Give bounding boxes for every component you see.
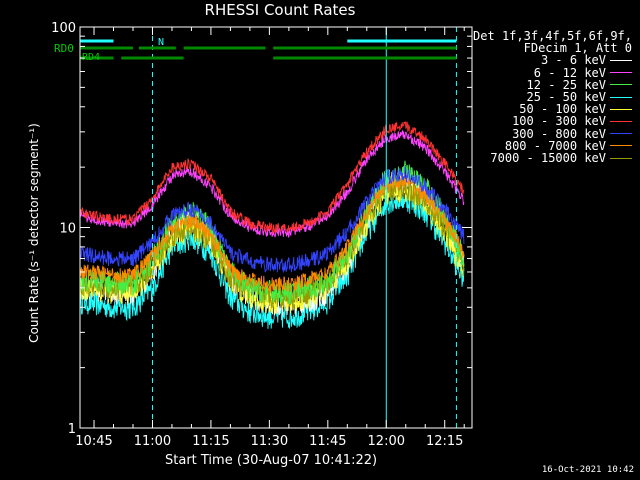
legend-entry-label: 12 - 25 keV [526,77,606,92]
legend-entry: 300 - 800 keV [470,126,632,141]
chart-title: RHESSI Count Rates [204,1,356,19]
legend-swatch [610,84,632,86]
legend-entry: 50 - 100 keV [470,103,632,115]
legend-entry-label: 7000 - 15000 keV [490,150,606,165]
x-tick-label-4: 11:45 [309,434,346,449]
legend-entry: 100 - 300 keV [470,114,632,129]
x-tick-label-6: 12:15 [426,434,463,449]
x-tick-label-2: 11:15 [192,434,229,449]
legend-entry: 12 - 25 keV [470,79,632,91]
legend-entry-label: 50 - 100 keV [519,102,606,117]
x-tick-label-1: 11:00 [134,434,171,449]
legend-swatch [610,60,632,61]
y-tick-label-0: 1 [68,422,76,437]
y-tick-label-2: 100 [51,21,76,36]
legend-entry-label: 25 - 50 keV [526,89,606,104]
x-tick-label-0: 10:45 [75,434,112,449]
legend-entry-label: 800 - 7000 keV [504,138,606,153]
x-axis-label: Start Time (30-Aug-07 10:41:22) [165,453,378,468]
legend-swatch [610,96,632,98]
series-line-25-50-kev [79,188,465,329]
flag-label-rd0: RD0 [54,42,74,55]
legend-header-line-1: Det 1f,3f,4f,5f,6f,9f, [473,29,632,43]
x-tick-label-5: 12:00 [368,434,405,449]
legend-entry-label: 300 - 800 keV [512,126,606,141]
legend-entry: 3 - 6 keV [470,53,632,68]
legend-entry-label: 6 - 12 keV [533,65,606,80]
flag-label-n: N [158,37,164,48]
legend-entry: 7000 - 15000 keV [470,152,632,164]
series-line-100-300-kev [79,121,465,235]
legend-entry-label: 3 - 6 keV [540,53,606,68]
y-axis-label: Count Rate (s⁻¹ detector segment⁻¹) [27,123,41,343]
legend-entry: 6 - 12 keV [470,65,632,80]
legend-swatch [610,108,632,110]
legend-swatch [610,72,632,74]
series-line-300-800-kev [79,166,465,273]
legend-entry: 25 - 50 keV [470,91,632,103]
legend: Det 1f,3f,4f,5f,6f,9f, FDecim 1, Att 0 3… [470,30,632,164]
series-line-800-7000-kev [79,173,465,293]
flag-label-rd4: RD4 [82,52,100,63]
legend-swatch [610,145,632,147]
y-tick-label-1: 10 [59,222,76,237]
legend-entry-label: 100 - 300 keV [512,114,606,129]
legend-swatch [610,157,632,159]
legend-swatch [610,133,632,135]
legend-header-line-2: FDecim 1, Att 0 [523,41,632,56]
series-line-6-12-kev [79,129,465,238]
legend-swatch [610,120,632,122]
legend-entry: 800 - 7000 keV [470,140,632,152]
series-line-50-100-kev [79,179,465,314]
x-tick-label-3: 11:30 [251,434,288,449]
timestamp: 16-Oct-2021 10:42 [541,465,634,475]
